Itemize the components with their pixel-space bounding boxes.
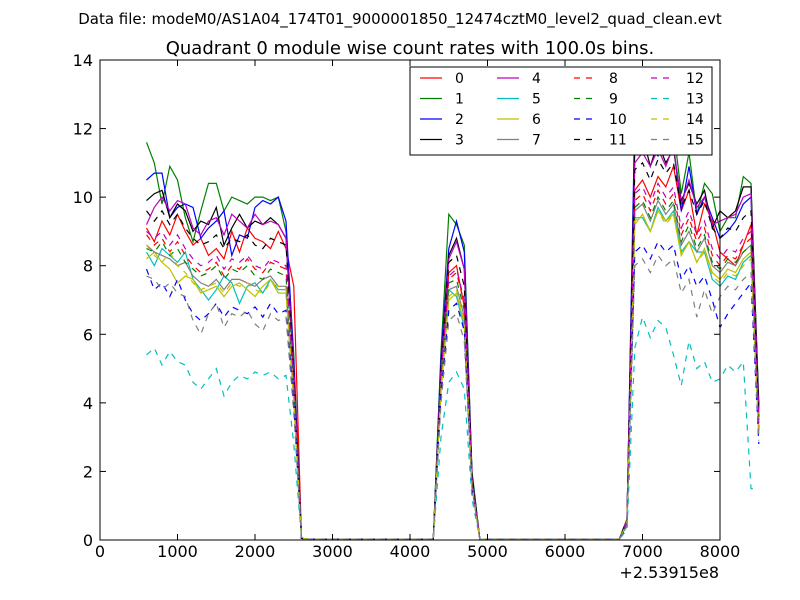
x-tick-label: 4000: [390, 542, 431, 561]
legend-label: 4: [532, 71, 541, 87]
figure-suptitle: Data file: modeM0/AS1A04_174T01_90000018…: [78, 10, 722, 29]
legend-label: 15: [686, 133, 704, 149]
chart-title: Quadrant 0 module wise count rates with …: [166, 38, 655, 59]
y-tick-label: 2: [83, 462, 93, 481]
legend-label: 2: [455, 112, 464, 128]
series-line-11: [146, 157, 760, 540]
y-tick-label: 8: [83, 257, 93, 276]
series-line-0: [145, 164, 760, 540]
series-line-8: [146, 188, 760, 540]
legend-box: [409, 66, 713, 156]
legend-label: 12: [686, 71, 704, 87]
legend-label: 9: [609, 92, 618, 108]
y-tick-label: 6: [83, 325, 93, 344]
series-line-12: [146, 181, 760, 540]
series-layer: [145, 113, 760, 540]
x-tick-label: 5000: [467, 542, 508, 561]
series-line-15: [146, 254, 760, 540]
x-tick-label: 6000: [545, 542, 586, 561]
legend-label: 7: [532, 133, 541, 149]
x-tick-label: 7000: [622, 542, 663, 561]
legend-label: 3: [455, 133, 464, 149]
y-tick-label: 4: [83, 394, 93, 413]
x-tick-label: 1000: [157, 542, 198, 561]
legend-label: 13: [686, 92, 704, 108]
legend-label: 14: [686, 112, 704, 128]
x-axis: 0 1000 2000 3000 4000 5000 6000 7000 8000: [95, 60, 740, 561]
x-tick-label: 8000: [700, 542, 741, 561]
legend-label: 0: [455, 71, 464, 87]
series-line-10: [145, 240, 760, 540]
series-line-9: [146, 195, 760, 540]
legend-label: 8: [609, 71, 618, 87]
x-tick-label: 3000: [312, 542, 353, 561]
series-line-14: [146, 209, 760, 540]
legend-label: 5: [532, 92, 541, 108]
y-tick-label: 10: [73, 188, 93, 207]
y-tick-label: 0: [83, 531, 93, 550]
y-tick-label: 14: [73, 51, 93, 70]
x-tick-label: 2000: [235, 542, 276, 561]
y-tick-label: 12: [73, 120, 93, 139]
legend-label: 10: [609, 112, 627, 128]
legend-label: 6: [532, 112, 541, 128]
legend-label: 1: [455, 92, 464, 108]
x-tick-label: 0: [95, 542, 105, 561]
x-offset-label: +2.53915e8: [619, 563, 719, 582]
legend-label: 11: [609, 133, 627, 149]
series-line-5: [145, 205, 760, 540]
